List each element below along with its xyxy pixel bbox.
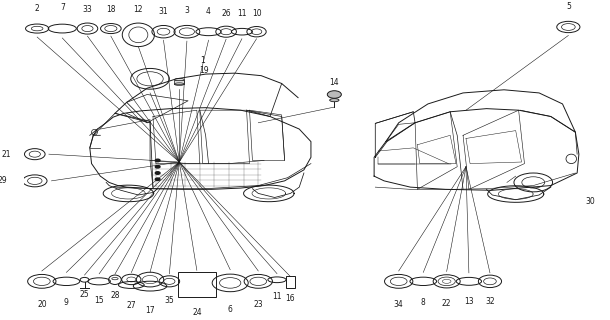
Text: 14: 14 bbox=[329, 78, 339, 87]
Text: 10: 10 bbox=[252, 9, 261, 18]
Text: 1: 1 bbox=[200, 56, 205, 65]
Text: 23: 23 bbox=[254, 300, 263, 309]
Text: 17: 17 bbox=[145, 306, 155, 315]
Bar bbox=[285, 276, 295, 288]
Text: 34: 34 bbox=[394, 300, 404, 309]
Text: 2: 2 bbox=[35, 4, 40, 13]
Text: 21: 21 bbox=[2, 150, 12, 159]
Text: 30: 30 bbox=[586, 196, 595, 205]
Text: 31: 31 bbox=[159, 7, 168, 16]
Text: 11: 11 bbox=[237, 9, 246, 18]
Circle shape bbox=[156, 159, 160, 162]
Circle shape bbox=[328, 91, 342, 98]
Text: 11: 11 bbox=[272, 292, 282, 301]
Circle shape bbox=[156, 172, 160, 174]
Text: 8: 8 bbox=[421, 298, 426, 307]
Text: 28: 28 bbox=[110, 291, 120, 300]
Text: 32: 32 bbox=[485, 297, 495, 306]
Text: 20: 20 bbox=[37, 300, 46, 309]
Text: 24: 24 bbox=[192, 308, 202, 317]
Text: 25: 25 bbox=[80, 290, 89, 299]
Bar bbox=[178, 272, 216, 297]
Text: 15: 15 bbox=[95, 296, 104, 305]
Text: 3: 3 bbox=[184, 6, 189, 15]
Text: 18: 18 bbox=[106, 5, 116, 14]
Text: 22: 22 bbox=[442, 299, 451, 308]
Text: 19: 19 bbox=[199, 66, 209, 75]
Text: 33: 33 bbox=[82, 5, 92, 14]
Text: 35: 35 bbox=[165, 296, 174, 305]
Ellipse shape bbox=[174, 78, 184, 81]
Circle shape bbox=[156, 178, 160, 180]
Text: 9: 9 bbox=[64, 298, 69, 307]
Text: 13: 13 bbox=[464, 297, 474, 306]
Text: 27: 27 bbox=[126, 301, 136, 310]
Text: 7: 7 bbox=[60, 3, 65, 12]
Text: 12: 12 bbox=[134, 5, 143, 14]
Text: 6: 6 bbox=[228, 305, 232, 314]
Circle shape bbox=[156, 165, 160, 168]
Ellipse shape bbox=[329, 99, 339, 102]
Text: 29: 29 bbox=[0, 176, 7, 185]
Polygon shape bbox=[174, 80, 184, 84]
Text: 5: 5 bbox=[566, 3, 571, 12]
Text: 26: 26 bbox=[221, 9, 231, 18]
Text: 4: 4 bbox=[206, 7, 211, 16]
Text: 16: 16 bbox=[285, 294, 295, 303]
